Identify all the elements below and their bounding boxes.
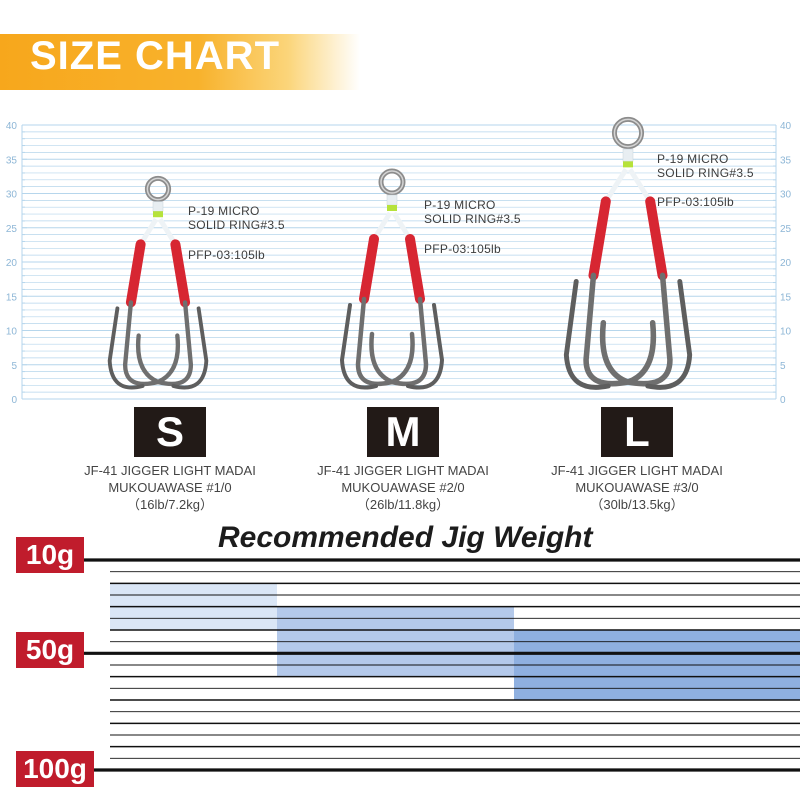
solid-ring-highlight (613, 118, 643, 148)
model-spec-s: （16lb/7.2kg） (127, 497, 213, 512)
weight-tab-10g: 10g (16, 537, 84, 573)
ruler-tick-label-left: 40 (6, 121, 18, 132)
size-ruler-grid: 0 0 5 5 10 10 15 15 20 20 25 25 30 30 35 35 40 40 (6, 116, 792, 406)
title-banner (0, 34, 360, 90)
assist-line-left (603, 168, 629, 203)
ruler-tick-label-right: 15 (780, 292, 792, 303)
assist-line-right (391, 211, 413, 241)
ring-label-l: P-19 MICRO (657, 152, 729, 166)
line-label-l: PFP-03:105lb (657, 195, 734, 209)
size-badge-s: S (134, 407, 206, 457)
ring-label2-s: SOLID RING#3.5 (188, 218, 285, 232)
ruler-tick-label-left: 30 (6, 190, 18, 201)
model-name-s: JF-41 JIGGER LIGHT MADAI (84, 463, 256, 478)
recommended-title: Recommended Jig Weight (218, 521, 593, 554)
ruler-tick-label-left: 35 (6, 155, 18, 166)
hook-assist-m-icon (339, 168, 445, 390)
model-s: JF-41 JIGGER LIGHT MADAI MUKOUAWASE #1/0… (50, 462, 290, 513)
hook-right-outer (645, 278, 693, 390)
size-badge-m: M (367, 407, 439, 457)
hook-right-outer (406, 303, 445, 390)
ruler-tick-label-left: 15 (6, 292, 18, 303)
assist-line-right (627, 168, 653, 203)
model-name-m: JF-41 JIGGER LIGHT MADAI (317, 463, 489, 478)
ring-label-m: P-19 MICRO (424, 198, 496, 212)
ruler-tick-label-right: 0 (780, 395, 786, 406)
solid-ring-highlight (146, 177, 170, 201)
green-marker (153, 211, 163, 218)
hook-right (369, 296, 429, 387)
model-spec-m: （26lb/11.8kg） (356, 497, 450, 512)
weight-tab-100g: 100g (16, 751, 94, 787)
hook-right (135, 300, 194, 387)
thread-wrap-right (170, 239, 191, 308)
ruler-tick-label-right: 25 (780, 224, 792, 235)
page-title: SIZE CHART (30, 34, 280, 78)
ruler-tick-label-right: 5 (780, 361, 786, 372)
green-marker (623, 161, 633, 168)
hook-left-outer (107, 306, 145, 390)
solid-ring-highlight (380, 170, 404, 194)
ruler-tick-label-left: 0 (11, 395, 17, 406)
thread-wrap-left (359, 234, 379, 304)
hook-left-outer (563, 278, 611, 390)
thread-wrap-right (645, 196, 668, 281)
model-name-l: JF-41 JIGGER LIGHT MADAI (551, 463, 723, 478)
line-label-s: PFP-03:105lb (188, 248, 265, 262)
ruler-tick-label-right: 30 (780, 190, 792, 201)
model-size-s: MUKOUAWASE #1/0 (108, 480, 232, 495)
ruler-tick-label-right: 20 (780, 258, 792, 269)
ruler-tick-label-right: 35 (780, 155, 792, 166)
hook-assist-s-icon (107, 175, 209, 390)
ring-label-s: P-19 MICRO (188, 204, 260, 218)
ruler-tick-label-left: 5 (11, 361, 17, 372)
ruler-tick-label-right: 40 (780, 121, 792, 132)
ring-label2-l: SOLID RING#3.5 (657, 166, 754, 180)
thread-wrap-right (405, 234, 425, 304)
assist-line-left (371, 211, 393, 241)
ruler-tick-label-left: 10 (6, 327, 18, 338)
model-size-m: MUKOUAWASE #2/0 (341, 480, 465, 495)
model-spec-l: （30lb/13.5kg） (590, 497, 684, 512)
line-label-m: PFP-03:105lb (424, 242, 501, 256)
thread-wrap-left (588, 196, 611, 281)
model-size-l: MUKOUAWASE #3/0 (575, 480, 699, 495)
model-m: JF-41 JIGGER LIGHT MADAI MUKOUAWASE #2/0… (283, 462, 523, 513)
hook-right-outer (171, 306, 209, 390)
thread-wrap-left (125, 239, 146, 308)
ruler-tick-label-left: 25 (6, 224, 18, 235)
green-marker (387, 205, 397, 211)
hook-right (599, 272, 673, 387)
ruler-tick-label-left: 20 (6, 258, 18, 269)
size-badge-l: L (601, 407, 673, 457)
weight-tab-50g: 50g (16, 632, 84, 668)
hook-left-outer (339, 303, 378, 390)
hook-assist-l-icon (563, 116, 693, 390)
ring-label2-m: SOLID RING#3.5 (424, 212, 521, 226)
ruler-tick-label-right: 10 (780, 327, 792, 338)
model-l: JF-41 JIGGER LIGHT MADAI MUKOUAWASE #3/0… (517, 462, 757, 513)
